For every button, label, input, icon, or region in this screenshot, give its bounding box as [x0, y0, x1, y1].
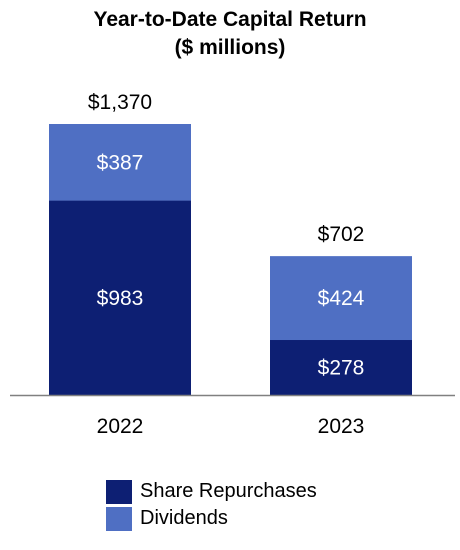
x-tick-label-2023: 2023: [318, 415, 365, 438]
data-label-dividends-2023: $424: [318, 287, 365, 310]
bar-share-repurchases-2022: [49, 200, 191, 395]
legend-swatch-dividends: [106, 506, 132, 531]
data-label-share-repurchases-2023: $278: [318, 357, 365, 380]
total-label-2023: $702: [318, 223, 365, 246]
legend: Share Repurchases Dividends: [106, 478, 317, 532]
chart-subtitle: ($ millions): [174, 36, 286, 59]
legend-label-dividends: Dividends: [140, 507, 228, 529]
legend-swatch-share-repurchases: [106, 479, 132, 504]
bar-dividends-2022: [49, 124, 191, 201]
legend-item-share-repurchases: Share Repurchases: [106, 478, 317, 505]
bar-dividends-2023: [270, 256, 412, 341]
bar-share-repurchases-2023: [270, 340, 412, 395]
data-label-dividends-2022: $387: [97, 151, 144, 174]
x-tick-label-2022: 2022: [97, 415, 144, 438]
data-label-share-repurchases-2022: $983: [97, 287, 144, 310]
legend-label-share-repurchases: Share Repurchases: [140, 480, 317, 502]
total-label-2022: $1,370: [88, 91, 152, 114]
legend-item-dividends: Dividends: [106, 505, 317, 532]
chart-title: Year-to-Date Capital Return: [93, 8, 367, 31]
